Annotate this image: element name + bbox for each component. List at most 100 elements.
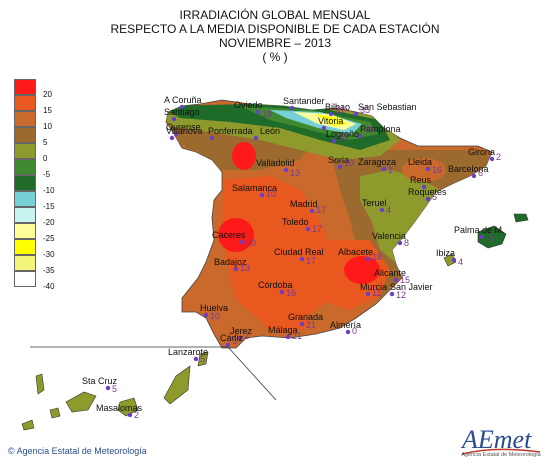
station-name: Murcia [360, 282, 387, 292]
station-name: Caceres [212, 230, 246, 240]
station-value: 1 [388, 165, 393, 175]
legend-swatch [14, 191, 36, 207]
station-name: Alicante [374, 268, 406, 278]
station-name: Oviedo [234, 100, 263, 110]
station-value: 2 [134, 410, 139, 420]
station-marker [421, 184, 427, 190]
station-name: Villanova [166, 126, 202, 136]
station-value: 10 [266, 189, 276, 199]
station-value: 0 [352, 326, 357, 336]
legend-swatch [14, 159, 36, 175]
station-marker [179, 104, 185, 110]
station-value: 6 [478, 168, 483, 178]
station-marker [193, 356, 199, 362]
station-marker [397, 240, 403, 246]
mallorca-island [477, 225, 507, 249]
el-hierro-island [21, 419, 35, 431]
legend-swatch [14, 95, 36, 111]
station-value: 21 [306, 320, 316, 330]
station-name: Vitoria [318, 116, 343, 126]
station-name: Girona [468, 147, 495, 157]
aemet-logo: AEmet [460, 425, 541, 455]
canary-separator [30, 346, 277, 401]
station-value: 4 [386, 205, 391, 215]
legend-tick-label: 5 [43, 138, 48, 147]
station-marker [353, 111, 359, 117]
contour-bright-yellow [316, 114, 348, 126]
station-value: 12 [396, 290, 406, 300]
station-marker [233, 266, 239, 272]
station-name: Albacete [338, 247, 373, 257]
station-name: Valladolid [256, 158, 294, 168]
legend-tick-label: -5 [43, 170, 51, 179]
station-name: Jerez [230, 326, 253, 336]
ibiza-island [443, 253, 457, 267]
station-name: Zaragoza [358, 157, 396, 167]
copyright-icon: © [8, 446, 15, 456]
station-marker [253, 135, 259, 141]
station-marker [203, 312, 209, 318]
station-value: 13 [240, 263, 250, 273]
station-name: León [260, 126, 280, 136]
station-name: Roquetes [408, 187, 447, 197]
map-title-line1: IRRADIACIÓN GLOBAL MENSUAL [179, 8, 371, 22]
station-marker [379, 207, 385, 213]
credit-text: © Agencia Estatal de Meteorología [8, 446, 147, 456]
station-value: 17 [316, 205, 326, 215]
station-value: 13 [290, 168, 300, 178]
hotspot-caceres [218, 218, 254, 252]
legend-swatch [14, 271, 36, 287]
legend-swatch [14, 111, 36, 127]
station-marker [381, 166, 387, 172]
station-marker [259, 192, 265, 198]
legend-tick-label: -20 [43, 218, 55, 227]
station-marker [285, 334, 291, 340]
station-value: 17 [306, 256, 316, 266]
station-name: San Javier [390, 282, 433, 292]
station-name: Ponferrada [208, 126, 253, 136]
station-value: 17 [312, 224, 322, 234]
station-value: 4 [458, 257, 463, 267]
lanzarote-island [197, 351, 209, 367]
station-name: Teruel [362, 198, 387, 208]
station-name: Ibiza [436, 248, 455, 258]
legend-swatch [14, 255, 36, 271]
contour-yellow-north [294, 112, 356, 130]
station-name: Salamanca [232, 183, 277, 193]
station-value: 26 [364, 124, 374, 134]
station-marker [331, 138, 337, 144]
hotspot-leon [232, 142, 256, 170]
station-value: 16 [432, 165, 442, 175]
station-value: 15 [400, 275, 410, 285]
station-name: Soria [328, 155, 349, 165]
station-marker [225, 342, 231, 348]
legend-tick-label: -25 [43, 234, 55, 243]
station-name: Masalomas [96, 403, 143, 413]
station-name: Sta Cruz [82, 376, 118, 386]
tenerife-island [65, 391, 97, 413]
station-value: 16 [286, 288, 296, 298]
station-name: Santander [283, 96, 325, 106]
station-name: Ciudad Real [274, 247, 324, 257]
station-value: 5 [232, 336, 237, 346]
station-value: 31 [335, 105, 345, 115]
station-marker [239, 239, 245, 245]
legend-tick-label: -10 [43, 186, 55, 195]
station-marker [451, 257, 457, 263]
legend-tick-label: 0 [43, 154, 48, 163]
map-title-line3: NOVIEMBRE – 2013 [218, 36, 332, 50]
station-value: 8 [404, 238, 409, 248]
station-marker [255, 109, 261, 115]
legend-swatch [14, 223, 36, 239]
station-marker [471, 173, 477, 179]
station-marker [425, 166, 431, 172]
legend-swatch [14, 127, 36, 143]
legend-tick-label: 15 [43, 106, 52, 115]
station-value: 11 [372, 288, 381, 298]
station-marker [357, 133, 363, 139]
station-value: 19 [262, 109, 272, 119]
station-value: 35 [360, 105, 370, 115]
station-marker [209, 135, 215, 141]
station-marker [389, 291, 395, 297]
